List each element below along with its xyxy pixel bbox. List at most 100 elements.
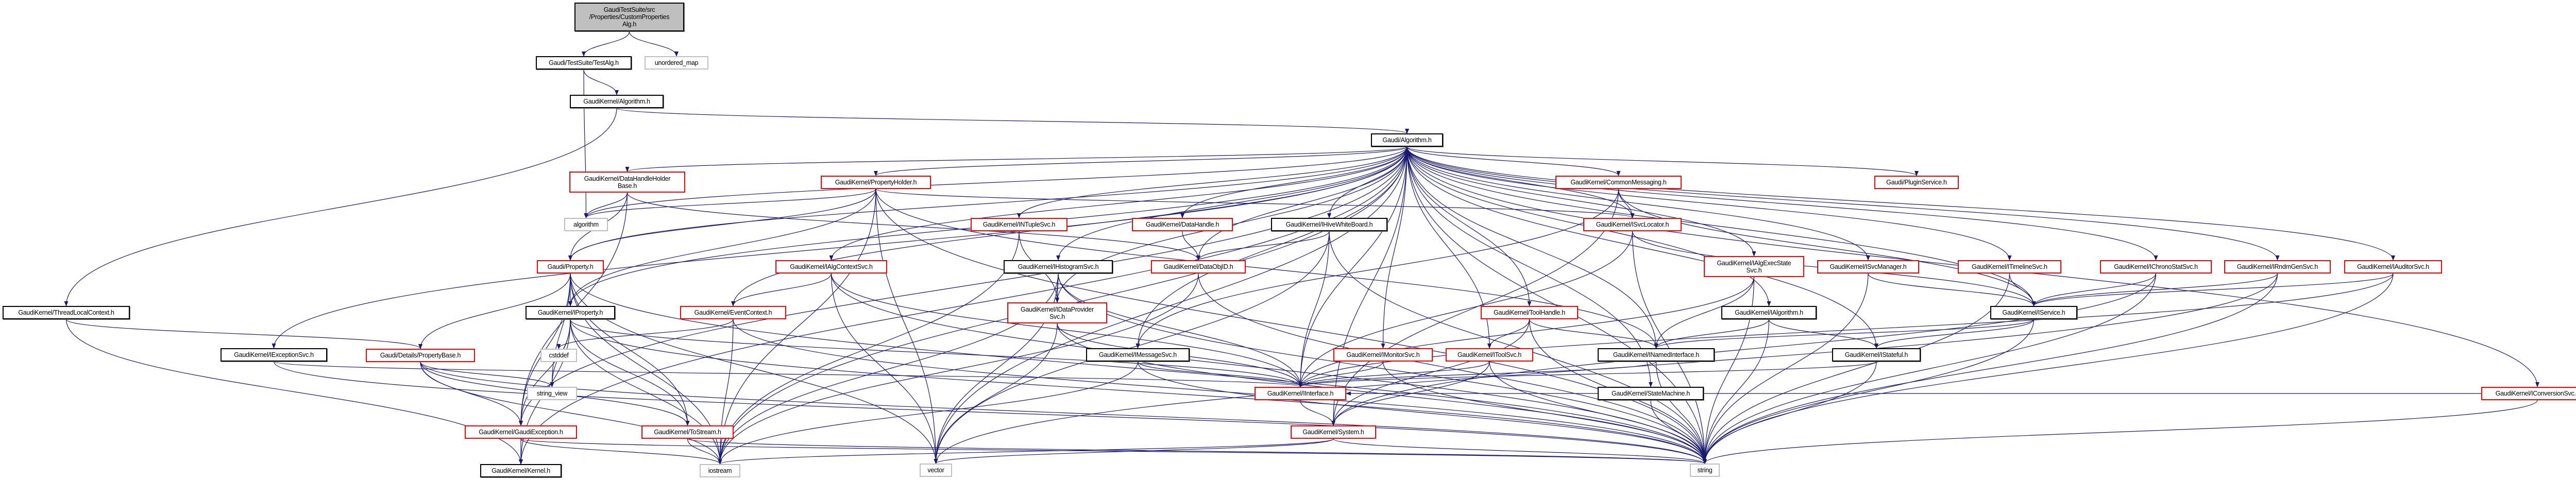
edge-n12-n18 (1196, 231, 1330, 261)
edge-n38-n40 (1298, 361, 1877, 387)
edge-n4-n40 (1298, 146, 1408, 387)
node-label: GaudiKernel/System.h (1302, 428, 1364, 436)
edge-n15-n31 (418, 273, 571, 349)
edge-n23-n30 (2031, 273, 2278, 306)
edge-n6-n47 (718, 188, 876, 465)
graph-node-gaudikernel-kernel-h[interactable]: GaudiKernel/Kernel.h (480, 464, 562, 477)
graph-node-gaudikernel-dataobjid-h[interactable]: GaudiKernel/DataObjID.h (1151, 260, 1246, 273)
graph-node-gaudikernel-gaudiexception-h[interactable]: GaudiKernel/GaudiException.h (465, 425, 577, 439)
edge-n24-n49 (1703, 273, 2394, 464)
graph-node-gaudikernel-irndmgensvc-h[interactable]: GaudiKernel/IRndmGenSvc.h (2224, 260, 2331, 273)
graph-node-string: string (1690, 464, 1720, 477)
graph-node-gaudikernel-intuplesvc-h[interactable]: GaudiKernel/INTupleSvc.h (971, 218, 1067, 231)
edge-n41-n49 (1650, 400, 1707, 464)
edge-n4-n48 (934, 146, 1408, 464)
graph-node-gaudikernel-statemachine-h[interactable]: GaudiKernel/StateMachine.h (1598, 387, 1704, 400)
graph-node-gaudikernel-idataprovidersvc-h[interactable]: GaudiKernel/IDataProvider Svc.h (1007, 302, 1107, 323)
graph-node-gaudikernel-toolhandle-h[interactable]: GaudiKernel/ToolHandle.h (1481, 306, 1578, 319)
node-label: GaudiKernel/IInterface.h (1267, 390, 1334, 397)
graph-node-gaudikernel-isvcmanager-h[interactable]: GaudiKernel/ISvcManager.h (1817, 260, 1919, 273)
graph-node-gaudikernel-algorithm-h[interactable]: GaudiKernel/Algorithm.h (570, 95, 664, 108)
node-label: GaudiKernel/DataHandleHolder Base.h (584, 175, 671, 190)
graph-node-gaudikernel-iproperty-h[interactable]: GaudiKernel/IProperty.h (526, 306, 615, 319)
node-label: GaudiKernel/ThreadLocalContext.h (18, 309, 114, 316)
graph-node-gaudi-testsuite-testalg-h[interactable]: Gaudi/TestSuite/TestAlg.h (536, 56, 632, 70)
edge-n37-n49 (1655, 361, 1707, 464)
graph-node-gaudikernel-threadlocalcontext-h[interactable]: GaudiKernel/ThreadLocalContext.h (3, 306, 130, 319)
graph-node-gaudikernel-propertyholder-h[interactable]: GaudiKernel/PropertyHolder.h (821, 176, 931, 189)
edge-n4-n35 (1381, 146, 1408, 349)
edge-n23-n48 (934, 273, 2278, 464)
edge-n22-n45 (1331, 273, 2157, 426)
edge-n4-n43 (519, 146, 1408, 426)
graph-node-gaudikernel-istateful-h[interactable]: GaudiKernel/IStateful.h (1832, 348, 1921, 362)
graph-node-gaudikernel-iauditorsvc-h[interactable]: GaudiKernel/IAuditorSvc.h (2344, 260, 2442, 273)
node-label: GaudiKernel/INamedInterface.h (1613, 351, 1700, 358)
edge-n15-n39 (550, 273, 571, 387)
graph-node-gaudikernel-iservice-h[interactable]: GaudiKernel/IService.h (1990, 306, 2077, 319)
edge-n0-n1 (582, 31, 630, 57)
graph-node-gaudikernel-ialgorithm-h[interactable]: GaudiKernel/IAlgorithm.h (1721, 306, 1817, 319)
graph-node-gaudikernel-ichronostatsvc-h[interactable]: GaudiKernel/IChronoStatSvc.h (2100, 260, 2212, 273)
graph-node-gaudikernel-itoolsvc-h[interactable]: GaudiKernel/IToolSvc.h (1446, 348, 1533, 362)
edge-n19-n40 (1298, 277, 1755, 387)
edge-n36-n40 (1298, 361, 1490, 387)
edge-n15-n44 (570, 273, 690, 426)
graph-node-gaudikernel-imonitorsvc-h[interactable]: GaudiKernel/IMonitorSvc.h (1333, 348, 1433, 362)
edge-n42-n49 (1703, 400, 2538, 464)
graph-node-gaudikernel-inamedinterface-h[interactable]: GaudiKernel/INamedInterface.h (1598, 348, 1715, 362)
edge-n4-n6 (874, 146, 1408, 176)
graph-node-gaudikernel-isvclocator-h[interactable]: GaudiKernel/ISvcLocator.h (1583, 218, 1682, 231)
edge-n4-n8 (1406, 146, 1919, 176)
edge-n27-n33 (556, 319, 734, 349)
edge-n13-n40 (1298, 231, 1633, 387)
graph-node-gauditestsuite-src-properties-custompropertiesalg-h[interactable]: GaudiTestSuite/src /Properties/CustomPro… (574, 3, 684, 31)
graph-node-gaudikernel-tostream-h[interactable]: GaudiKernel/ToStream.h (641, 425, 734, 439)
graph-node-gaudi-algorithm-h[interactable]: Gaudi/Algorithm.h (1371, 133, 1443, 147)
edge-n4-n17 (1056, 146, 1408, 261)
graph-node-gaudikernel-ialgexecstatesvc-h[interactable]: GaudiKernel/IAlgExecState Svc.h (1704, 256, 1804, 277)
node-label: algorithm (573, 221, 599, 228)
edge-n43-n47 (520, 438, 722, 465)
edge-n4-n38 (1406, 146, 1878, 349)
edge-n4-n19 (1406, 146, 1756, 256)
edge-n6-n13 (875, 188, 1635, 218)
graph-node-gaudikernel-iinterface-h[interactable]: GaudiKernel/IInterface.h (1255, 387, 1346, 400)
edge-n24-n30 (2031, 273, 2394, 306)
edge-n34-n47 (718, 361, 1139, 465)
graph-node-gaudikernel-iexceptionsvc-h[interactable]: GaudiKernel/IExceptionSvc.h (221, 348, 327, 362)
graph-node-gaudikernel-ialgcontextsvc-h[interactable]: GaudiKernel/IAlgContextSvc.h (775, 260, 887, 273)
edge-n5-n18 (626, 192, 1200, 261)
graph-node-gaudikernel-datahandle-h[interactable]: GaudiKernel/DataHandle.h (1132, 218, 1233, 231)
graph-node-gaudikernel-imessagesvc-h[interactable]: GaudiKernel/IMessageSvc.h (1086, 348, 1190, 362)
edge-n3-n14 (64, 108, 617, 306)
edge-n32-n49 (273, 361, 1707, 464)
graph-node-gaudikernel-eventcontext-h[interactable]: GaudiKernel/EventContext.h (680, 306, 786, 319)
graph-node-gaudikernel-ihivewhiteboard-h[interactable]: GaudiKernel/IHiveWhiteBoard.h (1271, 218, 1387, 231)
edge-n23-n49 (1703, 273, 2278, 464)
graph-node-gaudikernel-ihistogramsvc-h[interactable]: GaudiKernel/IHistogramSvc.h (1004, 260, 1113, 273)
graph-node-gaudikernel-datahandleholderbase-h[interactable]: GaudiKernel/DataHandleHolder Base.h (569, 172, 685, 193)
graph-node-gaudikernel-itimelinesvc-h[interactable]: GaudiKernel/ITimelineSvc.h (1958, 260, 2061, 273)
node-label: GaudiKernel/IAlgorithm.h (1735, 309, 1803, 316)
node-label: vector (927, 467, 944, 474)
edge-n16-n40 (831, 273, 1302, 387)
graph-node-gaudi-details-propertybase-h[interactable]: Gaudi/Details/PropertyBase.h (366, 349, 475, 362)
edge-n27-n47 (718, 319, 734, 465)
node-label: string_view (536, 390, 568, 397)
edge-n4-n22 (1406, 146, 2158, 261)
graph-node-gaudi-pluginservice-h[interactable]: Gaudi/PluginService.h (1874, 176, 1959, 189)
edge-n29-n37 (1654, 319, 1770, 349)
edge-n36-n49 (1489, 361, 1707, 464)
graph-node-gaudikernel-commonmessaging-h[interactable]: GaudiKernel/CommonMessaging.h (1555, 176, 1682, 189)
graph-node-gaudikernel-system-h[interactable]: GaudiKernel/System.h (1291, 425, 1376, 439)
edge-n4-n15 (568, 146, 1408, 261)
node-label: GaudiKernel/ToolHandle.h (1494, 309, 1565, 316)
edge-n4-n23 (1406, 146, 2280, 261)
edge-n34-n49 (1137, 361, 1707, 464)
edge-n28-n45 (1331, 319, 1530, 426)
graph-node-gaudi-property-h[interactable]: Gaudi/Property.h (537, 260, 604, 273)
edge-n4-n49 (1406, 146, 1707, 464)
graph-node-gaudikernel-iconversionsvc-h[interactable]: GaudiKernel/IConversionSvc.h (2481, 387, 2576, 400)
edge-n24-n40 (1298, 273, 2394, 387)
